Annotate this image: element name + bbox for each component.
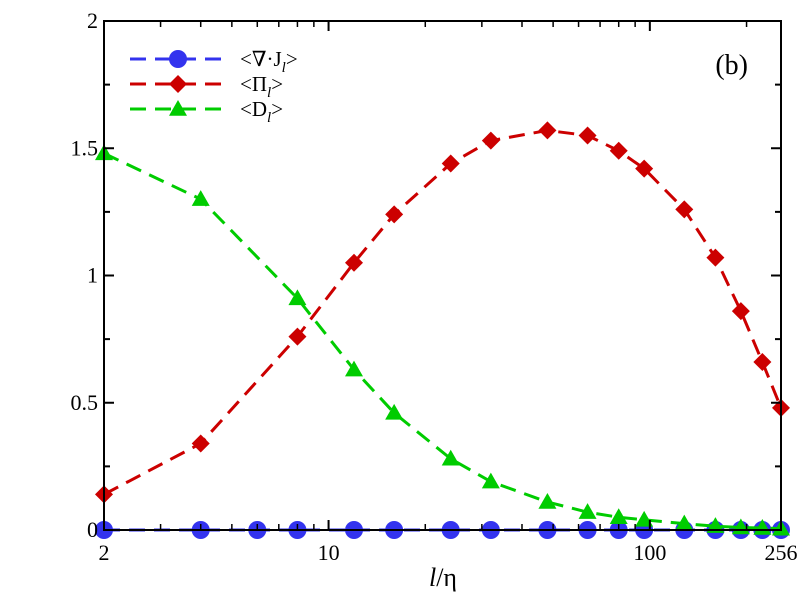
- series-layer: [95, 121, 790, 539]
- data-point-diamond: [191, 434, 210, 453]
- legend-entry-circle: <∇·Jl>: [130, 47, 298, 76]
- legend-entry-triangle: <Dl>: [130, 97, 283, 126]
- data-point-diamond: [538, 121, 557, 140]
- x-tick-label: 10: [318, 540, 340, 565]
- data-point-diamond: [288, 327, 307, 346]
- data-point-diamond: [578, 126, 597, 145]
- data-point-triangle: [675, 514, 694, 531]
- data-point-triangle: [609, 508, 628, 525]
- y-tick-label: 1.5: [71, 135, 99, 160]
- data-point-diamond: [441, 154, 460, 173]
- data-point-diamond: [675, 200, 694, 219]
- tick-layer: 0 0.5 1 1.5 2 2 10 100 256: [71, 8, 798, 565]
- data-point-diamond: [635, 159, 654, 178]
- x-axis-label-greek: η: [443, 563, 457, 592]
- x-axis-label-var: l: [429, 563, 436, 592]
- data-point-triangle: [481, 472, 500, 489]
- data-point-diamond: [481, 131, 500, 150]
- y-tick-label: 0: [87, 517, 98, 542]
- x-axis-label-sep: /: [436, 563, 444, 592]
- legend-label-diamond: <Πl>: [240, 72, 283, 101]
- data-point-diamond: [731, 302, 750, 321]
- data-point-triangle: [441, 449, 460, 466]
- legend-entry-diamond: <Πl>: [130, 72, 283, 101]
- legend-label-circle: <∇·Jl>: [240, 47, 298, 76]
- data-point-diamond: [385, 205, 404, 224]
- series-diamond: [95, 121, 790, 504]
- data-point-triangle: [288, 289, 307, 306]
- data-point-triangle: [578, 503, 597, 519]
- data-point-diamond: [345, 253, 364, 272]
- data-point-diamond: [753, 353, 772, 372]
- x-tick-label: 100: [633, 540, 666, 565]
- legend: <∇·Jl><Πl><Dl>: [130, 47, 298, 126]
- series-line-triangle: [103, 151, 782, 531]
- legend-label-triangle: <Dl>: [240, 97, 283, 126]
- panel-label: (b): [715, 50, 748, 81]
- data-point-triangle: [538, 493, 557, 509]
- data-point-diamond: [706, 248, 725, 267]
- x-tick-label: 2: [99, 540, 110, 565]
- y-tick-label: 1: [87, 263, 98, 288]
- x-tick-label: 256: [765, 540, 798, 565]
- series-line-diamond: [103, 128, 783, 496]
- data-point-diamond: [609, 141, 628, 160]
- legend-marker-circle: [169, 50, 187, 68]
- legend-marker-diamond: [169, 75, 187, 93]
- data-point-triangle: [385, 403, 404, 420]
- data-point-triangle: [191, 190, 210, 206]
- x-axis-label: l/η: [429, 563, 457, 592]
- y-tick-label: 0.5: [71, 390, 99, 415]
- legend-marker-triangle: [169, 100, 187, 116]
- data-point-triangle: [706, 517, 725, 533]
- data-point-triangle: [345, 360, 364, 377]
- data-point-triangle: [635, 510, 654, 527]
- y-tick-label: 2: [87, 8, 98, 33]
